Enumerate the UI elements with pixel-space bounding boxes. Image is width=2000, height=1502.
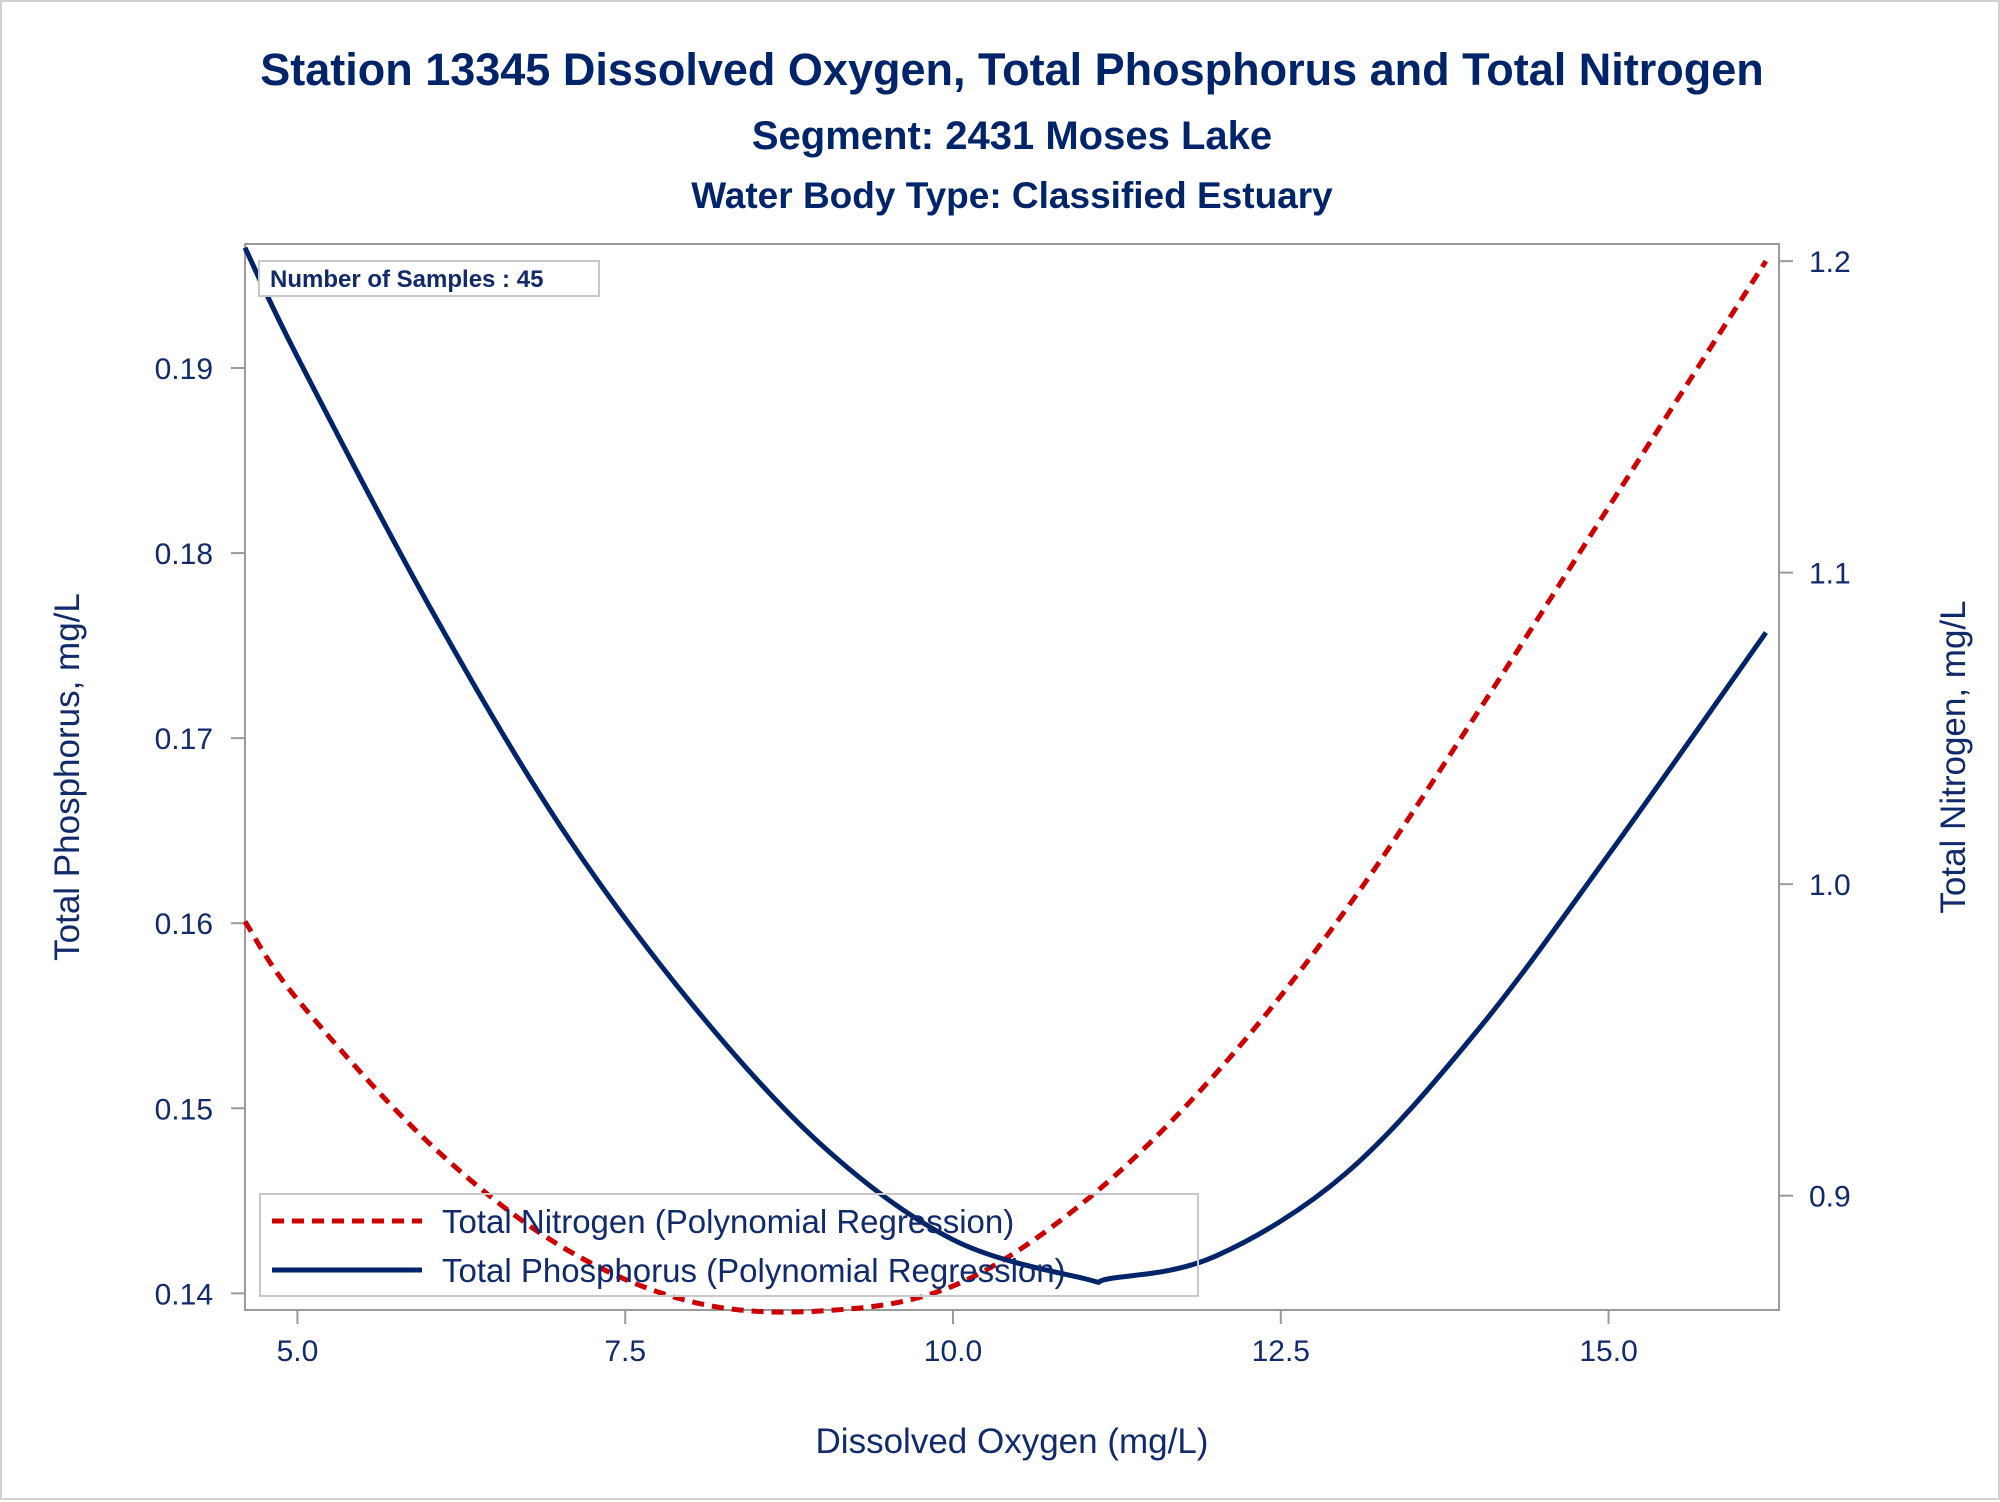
y2-tick-label: 1.2 xyxy=(1809,246,1851,279)
y2-tick-label: 1.0 xyxy=(1809,869,1851,902)
y-axis-right-label: Total Nitrogen, mg/L xyxy=(1934,600,1973,913)
x-tick-label: 12.5 xyxy=(1252,1335,1310,1368)
chart-subtitle-segment: Segment: 2431 Moses Lake xyxy=(752,114,1272,158)
legend-label-nitrogen: Total Nitrogen (Polynomial Regression) xyxy=(442,1203,1014,1240)
legend: Total Nitrogen (Polynomial Regression) T… xyxy=(259,1193,1199,1297)
y-axis-left-label: Total Phosphorus, mg/L xyxy=(48,593,87,961)
chart-title: Station 13345 Dissolved Oxygen, Total Ph… xyxy=(260,44,1764,95)
x-tick-label: 7.5 xyxy=(604,1335,646,1368)
legend-box xyxy=(259,1193,1199,1297)
y-tick-label: 0.19 xyxy=(155,353,213,386)
x-tick-label: 15.0 xyxy=(1579,1335,1637,1368)
sample-count-inset: Number of Samples : 45 xyxy=(258,260,600,297)
y-tick-label: 0.16 xyxy=(155,908,213,941)
y-tick-label: 0.17 xyxy=(155,723,213,756)
y-axis-left: 0.14 0.15 0.16 0.17 0.18 0.19 xyxy=(155,353,245,1311)
y-tick-label: 0.15 xyxy=(155,1093,213,1126)
chart-subtitle-waterbody: Water Body Type: Classified Estuary xyxy=(691,175,1333,216)
x-tick-label: 10.0 xyxy=(924,1335,982,1368)
y2-tick-label: 0.9 xyxy=(1809,1181,1851,1214)
sample-count-box xyxy=(258,260,600,297)
plot-area-border xyxy=(244,243,1780,1311)
y-tick-label: 0.14 xyxy=(155,1278,213,1311)
y2-tick-label: 1.1 xyxy=(1809,558,1851,591)
x-tick-label: 5.0 xyxy=(277,1335,319,1368)
series-line-total-phosphorus xyxy=(242,246,1768,1285)
x-axis: 5.0 7.5 10.0 12.5 15.0 xyxy=(277,1310,1638,1368)
y-tick-label: 0.18 xyxy=(155,538,213,571)
sample-count-label: Number of Samples : 45 xyxy=(270,266,543,293)
y-axis-right: 0.9 1.0 1.1 1.2 xyxy=(1779,246,1851,1214)
series-layer xyxy=(242,246,1769,1315)
legend-label-phosphorus: Total Phosphorus (Polynomial Regression) xyxy=(442,1252,1066,1289)
series-line-total-nitrogen xyxy=(242,259,1769,1315)
x-axis-label: Dissolved Oxygen (mg/L) xyxy=(816,1422,1209,1461)
